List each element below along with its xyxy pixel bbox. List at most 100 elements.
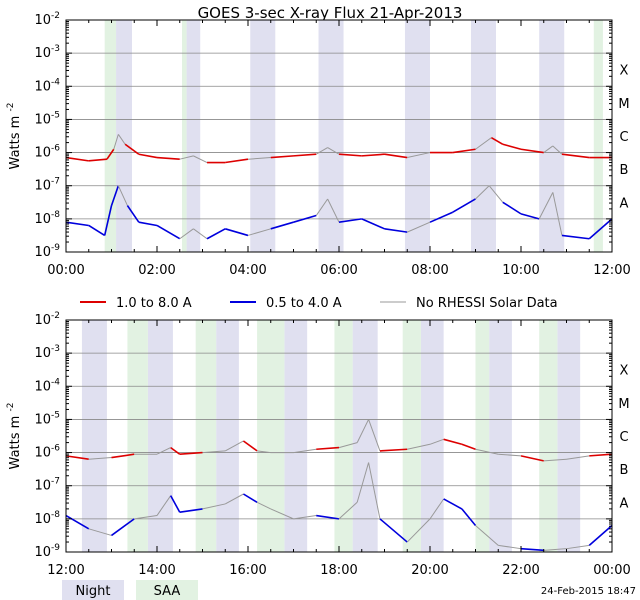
series-segment xyxy=(156,447,171,455)
night-band xyxy=(352,320,378,552)
series-segment xyxy=(338,442,358,449)
chart-title: GOES 3-sec X-ray Flux 21-Apr-2013 xyxy=(198,4,463,22)
series-segment xyxy=(293,153,317,157)
series-segment xyxy=(379,518,408,543)
series-segment xyxy=(407,152,431,159)
saa-band xyxy=(127,320,148,552)
flare-class-label: A xyxy=(620,496,629,511)
saa-band xyxy=(475,320,490,552)
series-segment xyxy=(88,224,106,237)
night-band xyxy=(216,320,239,552)
series-segment xyxy=(443,498,463,510)
series-segment xyxy=(156,156,180,160)
series-segment xyxy=(257,450,271,454)
series-segment xyxy=(566,544,590,550)
series-segment xyxy=(156,495,172,516)
series-segment xyxy=(113,134,119,150)
series-legend: 1.0 to 8.0 A 0.5 to 4.0 A No RHESSI Sola… xyxy=(80,296,558,311)
series-segment xyxy=(170,446,181,455)
series-segment xyxy=(110,185,120,206)
series-segment xyxy=(138,221,158,227)
series-segment xyxy=(589,453,613,457)
saa-band xyxy=(195,320,217,552)
series-segment xyxy=(247,157,271,160)
y-tick-label: 10-5 xyxy=(34,110,60,127)
series-segment xyxy=(356,462,370,503)
series-segment xyxy=(338,153,362,157)
series-segment xyxy=(356,419,370,443)
x-tick-label: 14:00 xyxy=(138,563,175,578)
flare-class-label: X xyxy=(620,364,629,379)
series-segment xyxy=(475,137,492,150)
series-segment xyxy=(475,525,499,546)
series-segment xyxy=(491,136,504,145)
series-segment xyxy=(256,501,271,510)
series-segment xyxy=(88,158,108,162)
x-tick-label: 02:00 xyxy=(138,263,175,278)
series-segment xyxy=(543,145,554,153)
series-segment xyxy=(111,518,135,537)
legend-label-gray: No RHESSI Solar Data xyxy=(416,296,558,311)
series-segment xyxy=(502,201,522,215)
series-segment xyxy=(88,528,112,536)
y-tick-label: 10-4 xyxy=(34,377,60,394)
night-band xyxy=(318,20,344,252)
flare-class-label: B xyxy=(620,163,629,178)
night-legend-swatch xyxy=(62,580,124,600)
series-segment xyxy=(179,228,194,240)
series-segment xyxy=(552,192,563,236)
series-segment xyxy=(429,211,454,223)
night-band xyxy=(489,320,512,552)
series-segment xyxy=(270,508,294,520)
y-tick-label: 10-9 xyxy=(34,243,60,260)
series-segment xyxy=(475,448,499,455)
series-segment xyxy=(117,185,128,206)
series-segment xyxy=(65,156,89,162)
series-segment xyxy=(406,518,431,543)
series-segment xyxy=(561,153,590,159)
series-segment xyxy=(429,438,444,445)
series-segment xyxy=(361,218,385,230)
series-segment xyxy=(111,453,135,459)
y-tick-label: 10-8 xyxy=(34,210,60,227)
series-segment xyxy=(179,155,194,160)
series-segment xyxy=(520,455,544,462)
series-segment xyxy=(384,228,408,233)
series-segment xyxy=(368,419,381,452)
saa-band xyxy=(334,320,353,552)
series-segment xyxy=(407,443,431,450)
night-band xyxy=(116,20,132,252)
series-segment xyxy=(316,446,340,451)
series-segment xyxy=(293,448,317,454)
night-band xyxy=(81,320,107,552)
flare-class-label: B xyxy=(620,463,629,478)
series-segment xyxy=(315,147,328,155)
series-segment xyxy=(368,462,381,519)
y-tick-label: 10-4 xyxy=(34,77,60,94)
night-band xyxy=(404,20,430,252)
series-segment xyxy=(315,198,329,216)
series-segment xyxy=(193,228,208,240)
series-segment xyxy=(117,134,126,145)
series-segment xyxy=(520,547,544,552)
series-segment xyxy=(88,457,112,460)
series-segment xyxy=(179,508,203,514)
y-tick-label: 10-7 xyxy=(34,177,60,194)
series-segment xyxy=(169,495,181,513)
series-segment xyxy=(202,450,226,454)
flare-class-label: C xyxy=(619,130,628,145)
series-segment xyxy=(407,221,431,233)
night-band xyxy=(186,20,201,252)
series-segment xyxy=(293,214,317,223)
y-tick-label: 10-3 xyxy=(34,344,60,361)
series-segment xyxy=(461,508,477,526)
series-segment xyxy=(543,458,567,462)
night-band xyxy=(420,320,444,552)
series-segment xyxy=(520,213,540,220)
night-band xyxy=(539,20,565,252)
saa-legend-label: SAA xyxy=(154,584,181,599)
x-tick-label: 12:00 xyxy=(47,563,84,578)
series-segment xyxy=(361,153,385,157)
flare-class-label: A xyxy=(620,196,629,211)
